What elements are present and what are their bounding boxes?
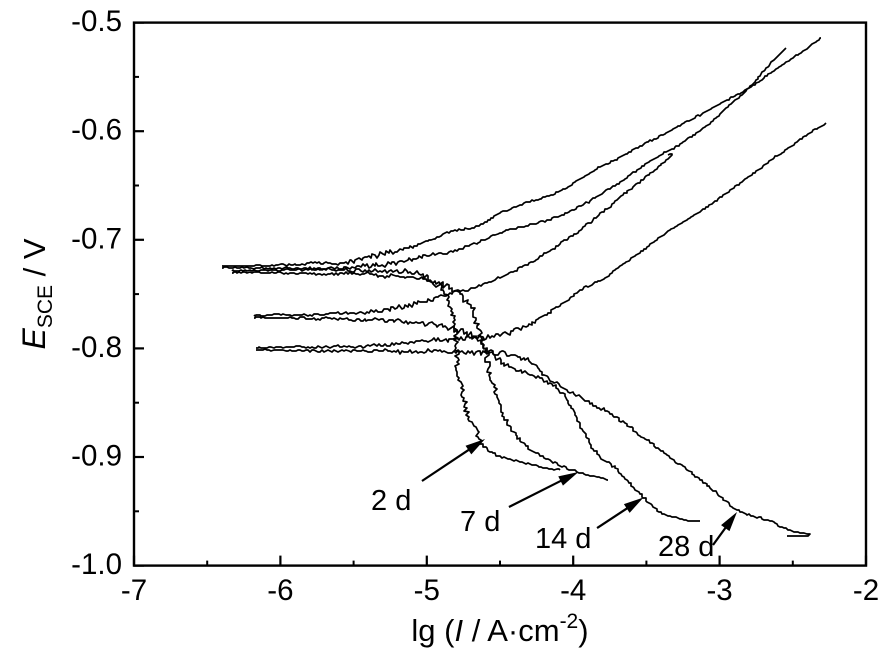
y-tick-label: -0.9 xyxy=(71,440,122,473)
curve-28d-cathodic xyxy=(256,348,811,537)
annotation-arrow-shaft xyxy=(421,448,471,482)
x-axis-title: lg (I / A·cm-2) xyxy=(411,610,588,648)
y-tick-label: -0.5 xyxy=(71,5,122,38)
plot-frame xyxy=(132,21,868,567)
annotation-arrow-shaft xyxy=(596,506,630,529)
annotation-arrow-head xyxy=(721,511,738,532)
x-tick-label: -6 xyxy=(267,574,293,607)
annotation-label-2d: 2 d xyxy=(371,485,411,517)
y-axis-title: ESCE / V xyxy=(16,238,57,349)
curve-14d-cathodic xyxy=(254,316,700,522)
x-tick-label: -7 xyxy=(121,574,147,607)
x-tick-label: -5 xyxy=(414,574,440,607)
x-tick-label: -3 xyxy=(706,574,732,607)
y-tick-label: -1.0 xyxy=(71,548,122,581)
annotation-arrow-shaft xyxy=(712,525,728,546)
curve-28d-anodic xyxy=(256,122,827,349)
y-tick-label: -0.7 xyxy=(71,222,122,255)
annotation-arrow-head xyxy=(465,438,486,455)
annotation-label-14d: 14 d xyxy=(535,523,591,555)
curve-7d-cathodic xyxy=(232,271,608,481)
curve-2d-anodic xyxy=(222,37,821,267)
x-tick-label: -2 xyxy=(853,574,879,607)
annotation-arrow-head xyxy=(623,497,644,513)
curve-14d-anodic xyxy=(253,153,673,317)
annotation-arrow-head xyxy=(558,471,579,486)
annotation-arrow-shaft xyxy=(508,479,563,508)
curve-7d-anodic xyxy=(231,47,787,272)
annotation-label-7d: 7 d xyxy=(460,506,500,538)
y-tick-label: -0.8 xyxy=(71,331,122,364)
x-tick-label: -4 xyxy=(560,574,586,607)
curve-2d-cathodic xyxy=(222,266,561,471)
annotation-label-28d: 28 d xyxy=(658,531,714,563)
y-tick-label: -0.6 xyxy=(71,114,122,147)
